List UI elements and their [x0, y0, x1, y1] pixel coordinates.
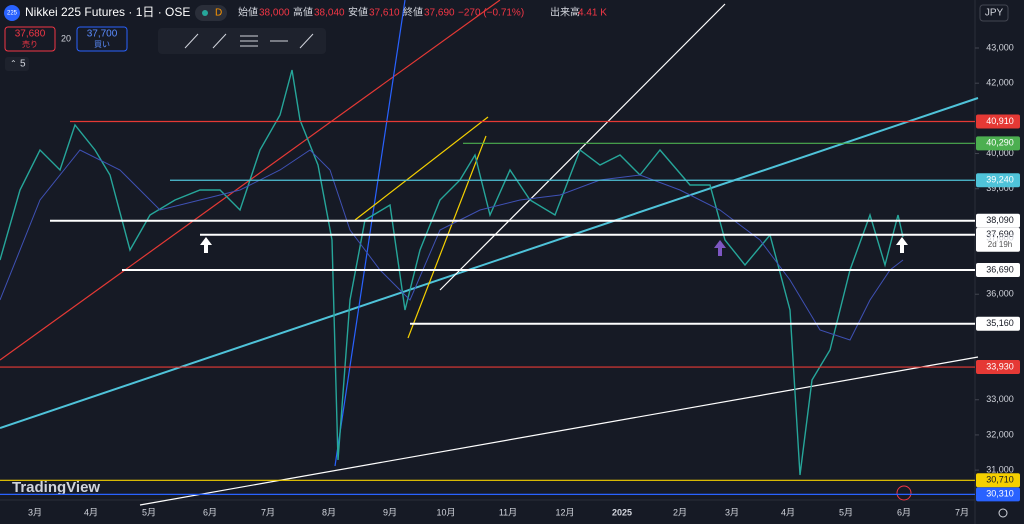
ohlc-label: 高値: [293, 6, 313, 19]
price-label: 40,910: [986, 116, 1014, 126]
currency: JPY: [985, 8, 1004, 19]
x-tick-label: 11月: [499, 507, 517, 517]
price-label-box: [976, 136, 1020, 151]
y-tick-label: 40,000: [986, 148, 1014, 158]
price-countdown: 2d 19h: [988, 240, 1012, 249]
ohlc-label: 始値: [238, 6, 258, 19]
x-tick-label: 3月: [725, 507, 739, 517]
ohlc-label: 終値: [403, 6, 423, 19]
interval-pill[interactable]: [195, 5, 227, 21]
x-tick-label: 7月: [261, 507, 275, 517]
sell-button[interactable]: [4, 26, 56, 52]
tool-icon[interactable]: [212, 33, 227, 49]
x-tick-label: 7月: [955, 507, 969, 517]
chevron: ⌃: [10, 59, 17, 68]
trend-line: [0, 97, 979, 429]
tool-icon[interactable]: [184, 33, 199, 49]
price-label-box: [976, 173, 1020, 188]
y-tick-label: 31,000: [986, 464, 1014, 474]
sell-label: 売り: [22, 39, 38, 49]
y-tick-label: 39,000: [986, 183, 1014, 193]
price-label: 38,090: [986, 215, 1014, 225]
x-tick-label: 5月: [839, 507, 853, 517]
price-label: 33,930: [986, 361, 1014, 371]
ohlc-value: 38,040: [314, 8, 345, 19]
price-label-box: [976, 473, 1020, 488]
volume: 4.41 K: [578, 8, 607, 19]
x-tick-label: 3月: [28, 507, 42, 517]
badge-text: 225: [7, 11, 18, 17]
price-label-box: [976, 262, 1020, 277]
watermark: TradingView: [12, 479, 100, 496]
price-path: [0, 69, 904, 476]
y-tick-label: 33,000: [986, 394, 1014, 404]
price-label-box: [976, 213, 1020, 228]
toolbar-icons: [184, 33, 314, 49]
x-tick-label: 6月: [897, 507, 911, 517]
price-label-box: [976, 360, 1020, 375]
volume-label: 出来高: [550, 6, 580, 19]
x-tick-label: 8月: [322, 507, 336, 517]
settings-icon[interactable]: [998, 508, 1008, 518]
indicator-count: 5: [20, 59, 26, 70]
y-tick-label: 42,000: [986, 78, 1014, 88]
x-tick-label: 5月: [142, 507, 156, 517]
trend-line: [334, 0, 406, 467]
status-dot: [202, 10, 208, 16]
plot: [0, 0, 979, 506]
price-label-box: [976, 316, 1020, 331]
trend-line: [354, 116, 489, 221]
x-tick-label: 2月: [673, 507, 687, 517]
price-label: 37,600: [986, 232, 1014, 242]
price-label: 40,290: [986, 138, 1014, 148]
trend-line: [439, 3, 726, 291]
price-label: 30,310: [986, 489, 1014, 499]
trend-line: [407, 135, 487, 339]
arrow-marker: [896, 237, 908, 253]
y-tick-label: 36,000: [986, 289, 1014, 299]
price-label-box: [976, 487, 1020, 502]
arrow-marker: [714, 240, 726, 256]
header: 225 Nikkei 225 Futures · 1日 · OSE D: [4, 5, 227, 21]
interval-badge: D: [215, 8, 222, 19]
symbol-badge: [4, 5, 20, 21]
x-tick-label: 4月: [84, 507, 98, 517]
price-label: 30,710: [986, 475, 1014, 485]
buy-label: 買い: [94, 40, 110, 49]
x-tick-label: 9月: [383, 507, 397, 517]
price-label-box: [976, 114, 1020, 129]
y-tick-label: 32,000: [986, 429, 1014, 439]
currency-button[interactable]: [979, 4, 1009, 22]
alert-icon[interactable]: [896, 485, 912, 501]
ohlc-value: 37,610: [369, 8, 400, 19]
change: −270 (−0.71%): [458, 8, 524, 19]
indicators-toggle[interactable]: [5, 57, 29, 71]
ohlc: 始値 38,000 高値 38,040 安値 37,610 終値 37,690: [238, 6, 455, 19]
ohlc-value: 38,000: [259, 8, 290, 19]
tool-icon[interactable]: [299, 33, 314, 49]
sell-price: 37,680: [15, 29, 46, 40]
ohlc-label: 安値: [348, 6, 368, 19]
spread: 20: [61, 33, 71, 43]
arrow-marker: [200, 237, 212, 253]
price-label: 37,690: [986, 229, 1014, 239]
price-label-box: [976, 227, 1020, 252]
x-tick-label: 10月: [436, 507, 455, 517]
price-label: 36,690: [986, 264, 1014, 274]
buy-price: 37,700: [87, 29, 118, 40]
price-label: 35,160: [986, 318, 1014, 328]
x-tick-label: 2025: [612, 507, 632, 517]
buy-button[interactable]: [76, 26, 128, 52]
x-tick-label: 12月: [555, 507, 574, 517]
x-tick-label: 6月: [203, 507, 217, 517]
ohlc-value: 37,690: [424, 8, 455, 19]
symbol: Nikkei 225 Futures · 1日 · OSE: [25, 5, 190, 19]
x-tick-label: 4月: [781, 507, 795, 517]
price-label: 39,240: [986, 175, 1014, 185]
y-tick-label: 43,000: [986, 42, 1014, 52]
